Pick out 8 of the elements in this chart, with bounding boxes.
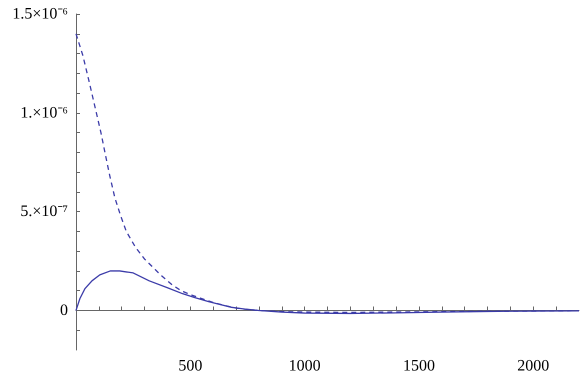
x-tick-label: 500 [178,358,202,374]
y-tick-label: 1.×10⁻⁶ [20,104,68,122]
x-tick-label: 1500 [402,358,435,374]
x-tick-label: 1000 [288,358,321,374]
x-tick-label: 2000 [517,358,550,374]
y-tick-label: 1.5×10⁻⁶ [12,6,68,22]
y-tick-label: 5.×10⁻⁷ [20,203,68,220]
y-tick-label: 0 [60,302,68,319]
